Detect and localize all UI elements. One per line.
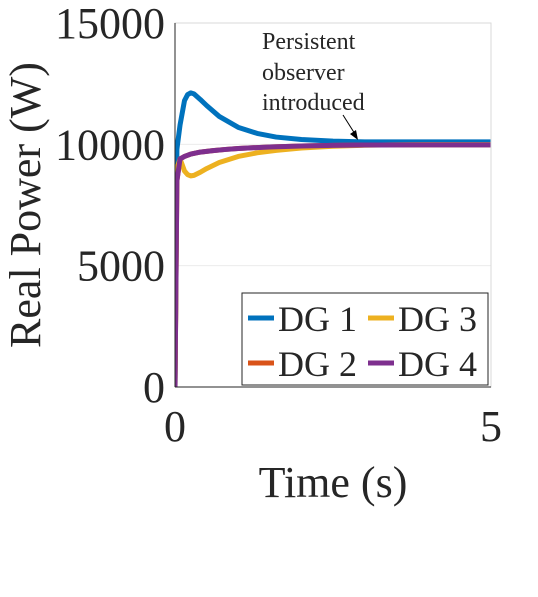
legend-label-dg3: DG 3 <box>398 299 477 339</box>
y-tick-label-0: 0 <box>143 363 165 412</box>
y-tick-labels: 0 5000 10000 15000 <box>55 0 165 412</box>
series-line-dg4 <box>175 142 491 387</box>
y-tick-label-5000: 5000 <box>77 242 165 291</box>
x-axis-label: Time (s) <box>259 458 408 507</box>
y-tick-label-15000: 15000 <box>55 0 165 48</box>
annotation: Persistent observer introduced <box>262 29 365 140</box>
annotation-arrowhead <box>350 130 358 140</box>
x-tick-label-0: 0 <box>164 402 186 451</box>
legend-label-dg2: DG 2 <box>278 344 357 384</box>
legend-label-dg1: DG 1 <box>278 299 357 339</box>
annotation-line-1: Persistent <box>262 29 356 55</box>
series-layer <box>175 90 491 387</box>
annotation-arrow-shaft <box>342 114 356 135</box>
legend: DG 1 DG 3 DG 2 DG 4 <box>241 292 489 386</box>
series-line-dg1 <box>175 90 491 387</box>
legend-label-dg4: DG 4 <box>398 344 477 384</box>
annotation-line-3: introduced <box>262 90 365 116</box>
x-tick-label-5: 5 <box>480 402 502 451</box>
legend-box <box>241 292 489 386</box>
y-axis-label: Real Power (W) <box>1 62 50 348</box>
y-tick-label-10000: 10000 <box>55 120 165 169</box>
annotation-line-2: observer <box>262 60 345 86</box>
